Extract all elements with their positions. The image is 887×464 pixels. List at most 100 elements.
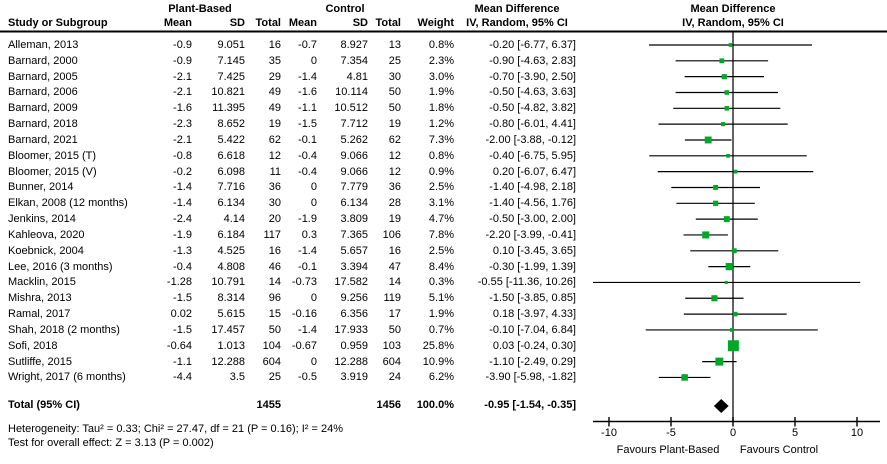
value-cell-total1: 62 (268, 133, 281, 146)
value-cell-sd2: 10.512 (334, 102, 368, 115)
value-cell-sd1: 5.615 (217, 308, 245, 321)
axis-tick-label: 10 (851, 427, 863, 439)
col-header-mean-control: Mean (288, 17, 317, 29)
value-cell-md_label: 0.20 [-6.07, 6.47] (492, 165, 576, 178)
axis-tick-label: -5 (666, 427, 676, 439)
value-cell-total2: 50 (388, 86, 401, 99)
col-header-total-control: Total (375, 17, 401, 29)
value-cell-mean2: -0.73 (291, 276, 317, 289)
value-cell-md_label: -2.00 [-3.88, -0.12] (485, 133, 577, 146)
value-cell-mean2: -0.4 (298, 149, 317, 162)
value-cell-md_label: 0.18 [-3.97, 4.33] (492, 308, 576, 321)
value-cell-total1: 604 (262, 355, 281, 368)
study-label: Barnard, 2018 (8, 118, 78, 131)
value-cell-total1: 49 (268, 86, 281, 99)
value-cell-mean2: 0 (310, 292, 317, 305)
value-cell-mean1: -2.1 (173, 70, 192, 83)
value-cell-md_label: -0.55 [-11.36, 10.26] (477, 276, 576, 289)
axis-tick-label: 5 (792, 427, 798, 439)
value-cell-sd2: 12.288 (334, 355, 368, 368)
total-label: Total (95% CI) (8, 399, 80, 411)
value-cell-mean1: -1.28 (166, 276, 192, 289)
value-cell-mean2: -1.5 (298, 118, 317, 131)
mean-marker (721, 74, 727, 80)
value-cell-mean1: -0.9 (173, 39, 192, 51)
value-cell-mean2: -1.4 (298, 323, 317, 336)
value-cell-weight: 6.2% (428, 371, 454, 384)
study-label: Elkan, 2008 (12 months) (8, 197, 128, 210)
value-cell-sd1: 3.5 (229, 371, 245, 384)
value-cell-mean1: -4.4 (173, 371, 192, 384)
value-cell-sd2: 3.809 (340, 213, 368, 226)
value-cell-total2: 103 (382, 339, 401, 352)
value-cell-sd2: 7.365 (340, 228, 368, 241)
value-cell-mean2: 0 (310, 54, 317, 67)
value-cell-mean2: -0.4 (298, 165, 317, 178)
value-cell-mean1: -1.6 (173, 102, 192, 115)
pooled-diamond (713, 399, 729, 413)
overall-effect-text: Test for overall effect: Z = 3.13 (P = 0… (8, 437, 214, 449)
value-cell-total1: 12 (268, 149, 281, 162)
study-label: Bloomer, 2015 (V) (8, 165, 97, 178)
value-cell-total1: 35 (268, 54, 281, 67)
value-cell-weight: 1.9% (428, 308, 454, 321)
value-cell-weight: 3.0% (428, 70, 454, 83)
value-cell-sd2: 6.134 (340, 197, 368, 210)
study-label: Barnard, 2005 (8, 70, 78, 83)
value-cell-mean2: -1.6 (298, 86, 317, 99)
value-cell-weight: 2.5% (428, 244, 454, 257)
mean-marker (721, 122, 726, 127)
value-cell-sd1: 10.791 (211, 276, 245, 289)
value-cell-sd1: 12.288 (211, 355, 245, 368)
value-cell-total2: 16 (388, 244, 401, 257)
value-cell-sd1: 4.808 (217, 260, 245, 273)
value-cell-sd2: 9.256 (340, 292, 368, 305)
value-cell-sd2: 6.356 (340, 308, 368, 321)
value-cell-mean2: 0 (310, 355, 317, 368)
mean-marker (728, 43, 733, 47)
value-cell-mean1: -1.5 (173, 292, 192, 305)
value-cell-sd1: 6.134 (217, 197, 245, 210)
value-cell-weight: 1.9% (428, 86, 454, 99)
mean-marker (704, 136, 712, 144)
value-cell-weight: 1.2% (428, 118, 454, 131)
value-cell-mean1: -0.9 (173, 54, 192, 67)
axis-tick-label: -10 (601, 427, 617, 439)
value-cell-sd1: 4.525 (217, 244, 245, 257)
value-cell-total2: 12 (388, 149, 401, 162)
value-cell-total1: 117 (263, 228, 281, 241)
value-cell-sd1: 6.618 (217, 149, 245, 162)
value-cell-total2: 19 (388, 118, 401, 131)
value-cell-sd1: 17.457 (211, 323, 245, 336)
value-cell-sd2: 9.066 (340, 165, 368, 178)
value-cell-mean1: -1.3 (173, 244, 192, 257)
value-cell-total2: 28 (388, 197, 401, 210)
value-cell-sd1: 5.422 (217, 133, 245, 146)
value-cell-sd2: 7.712 (340, 118, 368, 131)
value-cell-sd1: 9.051 (217, 39, 245, 51)
value-cell-mean2: 0 (310, 197, 317, 210)
value-cell-md_label: -1.10 [-2.49, 0.29] (489, 355, 576, 368)
study-label: Barnard, 2006 (8, 86, 78, 99)
value-cell-mean1: -0.8 (173, 149, 192, 162)
total-md-label: -0.95 [-1.54, -0.35] (484, 399, 576, 411)
value-cell-sd2: 17.582 (334, 276, 368, 289)
md-text-column-subtitle: IV, Random, 95% CI (466, 17, 568, 29)
value-cell-sd2: 3.919 (340, 371, 368, 384)
value-cell-sd1: 6.098 (217, 165, 245, 178)
col-header-mean-plant: Mean (163, 17, 192, 29)
value-cell-weight: 7.8% (428, 228, 454, 241)
value-cell-weight: 3.1% (428, 197, 454, 210)
col-header-total-plant: Total (255, 17, 281, 29)
col-header-sd-plant: SD (229, 17, 245, 29)
value-cell-total2: 14 (388, 276, 401, 289)
value-cell-sd2: 7.354 (340, 54, 368, 67)
mean-marker (713, 185, 719, 190)
study-label: Lee, 2016 (3 months) (8, 260, 113, 273)
value-cell-sd2: 9.066 (340, 149, 368, 162)
value-cell-mean1: -1.5 (173, 323, 192, 336)
value-cell-total1: 20 (268, 213, 281, 226)
heterogeneity-text: Heterogeneity: Tau² = 0.33; Chi² = 27.47… (8, 423, 343, 435)
value-cell-mean1: -1.4 (173, 181, 192, 194)
